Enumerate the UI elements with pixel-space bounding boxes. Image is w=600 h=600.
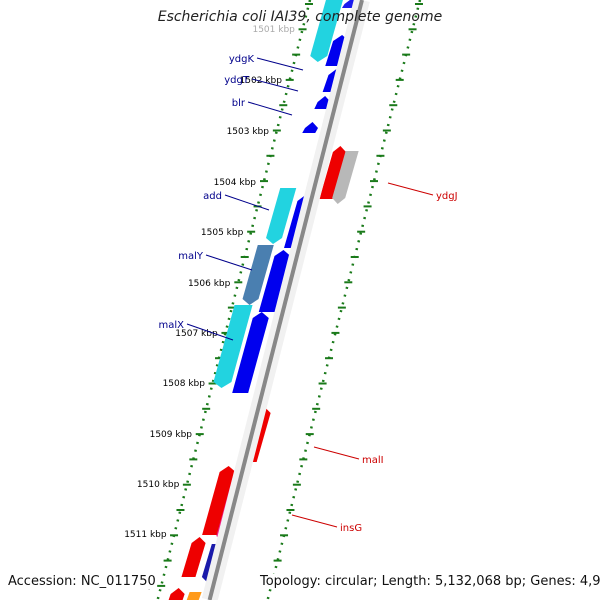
gene-block-add <box>266 188 297 244</box>
gene-label-add: add <box>203 191 222 202</box>
gene-leader-line <box>251 78 299 92</box>
gene-leader-line <box>186 323 234 341</box>
gene-features <box>168 0 359 600</box>
ruler-label: 1510 kbp <box>137 480 180 490</box>
gene-block-malY <box>242 245 274 305</box>
accession-text: Accession: NC_011750 <box>8 574 156 589</box>
gene-leader-line <box>291 514 338 528</box>
gene-block <box>232 312 269 393</box>
gene-label-ydgK: ydgK <box>229 54 255 65</box>
gene-block <box>302 122 319 133</box>
gene-block <box>202 466 236 535</box>
ruler-label: 1504 kbp <box>214 178 257 188</box>
gene-leader-line <box>256 57 304 71</box>
ruler-label: 1503 kbp <box>227 127 270 137</box>
gene-block <box>181 537 206 577</box>
gene-label-ydgT: ydgT <box>224 75 250 86</box>
gene-labels: ydgK ydgT blr add malY malX ydgJ malI insG <box>159 54 458 534</box>
ruler-label: 1506 kbp <box>188 279 231 289</box>
ruler-label: 1501 kbp <box>252 25 295 35</box>
gene-block <box>168 588 185 600</box>
gene-label-ydgJ: ydgJ <box>436 191 458 202</box>
ruler-label: 1509 kbp <box>150 430 193 440</box>
gene-leader-line <box>313 446 360 460</box>
genome-backbone <box>201 0 370 600</box>
topology-text: Topology: circular; Length: 5,132,068 bp… <box>260 574 600 589</box>
gene-leader-line <box>205 254 253 271</box>
ruler-label: 1505 kbp <box>201 228 244 238</box>
ruler-label: 1507 kbp <box>175 329 218 339</box>
map-title: Escherichia coli IAI39, complete genome <box>157 9 443 25</box>
gene-leader-line <box>387 182 434 196</box>
gene-block <box>332 151 359 204</box>
gene-block <box>310 0 343 62</box>
gene-label-insG: insG <box>340 523 362 534</box>
gene-leader-line <box>247 101 293 116</box>
gene-label-malX: malX <box>159 320 185 331</box>
gene-block <box>258 250 291 312</box>
ruler-label: 1508 kbp <box>163 379 206 389</box>
gene-block-malX <box>213 305 253 388</box>
gene-label-malI: malI <box>362 455 384 466</box>
gene-leader-line <box>224 194 270 211</box>
backbone-line <box>207 0 364 600</box>
gene-block <box>186 592 202 600</box>
gene-block-ydgJ <box>319 146 346 199</box>
gene-label-blr: blr <box>232 98 246 109</box>
gene-label-malY: malY <box>178 251 204 262</box>
gene-block <box>314 96 331 109</box>
ruler-label: 1511 kbp <box>124 530 167 540</box>
